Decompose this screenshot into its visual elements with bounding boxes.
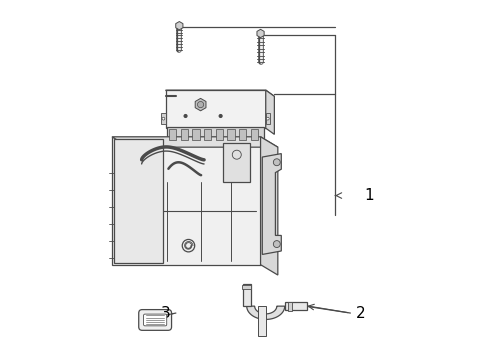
Bar: [266, 113, 270, 124]
Circle shape: [273, 240, 280, 248]
Bar: [223, 143, 250, 181]
Bar: [288, 302, 293, 311]
Bar: [239, 129, 246, 140]
Bar: [181, 129, 188, 140]
Circle shape: [197, 102, 204, 108]
Polygon shape: [262, 154, 281, 255]
Bar: [167, 127, 264, 141]
Bar: [192, 129, 199, 140]
Polygon shape: [195, 98, 206, 111]
Bar: [204, 129, 211, 140]
Polygon shape: [176, 22, 183, 30]
FancyBboxPatch shape: [144, 314, 167, 326]
Bar: [243, 284, 250, 306]
Bar: [169, 129, 176, 140]
Polygon shape: [112, 137, 261, 265]
Circle shape: [183, 114, 188, 118]
Polygon shape: [166, 90, 274, 96]
Bar: [114, 139, 163, 263]
Bar: [216, 129, 223, 140]
Polygon shape: [266, 90, 274, 134]
Bar: [285, 302, 307, 310]
Polygon shape: [166, 90, 266, 128]
Text: 2: 2: [356, 306, 365, 320]
FancyBboxPatch shape: [139, 310, 172, 330]
Polygon shape: [247, 306, 285, 319]
Polygon shape: [112, 137, 278, 147]
Bar: [259, 306, 266, 336]
Bar: [250, 129, 258, 140]
Circle shape: [219, 114, 223, 118]
Text: 1: 1: [364, 188, 374, 203]
Bar: [161, 113, 166, 124]
Polygon shape: [257, 29, 264, 37]
Bar: [227, 129, 235, 140]
Polygon shape: [261, 137, 278, 275]
Bar: [242, 285, 251, 289]
Circle shape: [273, 159, 280, 166]
Circle shape: [267, 117, 269, 120]
Text: 3: 3: [161, 306, 171, 320]
Circle shape: [162, 117, 165, 120]
